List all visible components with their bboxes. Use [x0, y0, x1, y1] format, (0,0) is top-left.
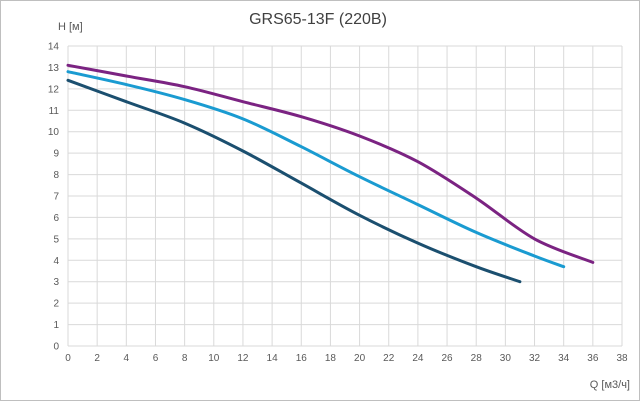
y-tick-label: 9	[53, 149, 59, 160]
x-tick-label: 14	[267, 353, 279, 364]
y-tick-label: 0	[53, 342, 59, 353]
x-tick-label: 38	[616, 353, 628, 364]
y-tick-label: 10	[48, 127, 60, 138]
x-tick-label: 2	[94, 353, 100, 364]
x-tick-label: 24	[412, 353, 424, 364]
x-tick-label: 16	[296, 353, 308, 364]
x-tick-label: 10	[208, 353, 220, 364]
y-tick-label: 3	[53, 277, 59, 288]
y-tick-label: 4	[53, 256, 59, 267]
y-tick-label: 2	[53, 299, 59, 310]
chart-title: GRS65-13F (220В)	[249, 11, 387, 28]
y-axis-label: H [м]	[58, 21, 83, 33]
y-tick-label: 8	[53, 170, 59, 181]
x-tick-label: 20	[354, 353, 366, 364]
x-tick-label: 28	[471, 353, 483, 364]
x-tick-label: 6	[153, 353, 159, 364]
y-tick-label: 11	[49, 106, 60, 117]
y-tick-label: 1	[53, 320, 59, 331]
tick-labels: 0 2 4 6 8 10 12 14 16 18 20 22 24 26 28 30 32 34 36 3801234…	[48, 42, 628, 365]
series-line-3	[66, 78, 522, 284]
y-tick-label: 14	[48, 42, 60, 53]
y-tick-label: 7	[53, 192, 59, 203]
x-tick-label: 22	[383, 353, 395, 364]
grid	[67, 45, 623, 347]
x-tick-label: 32	[529, 353, 541, 364]
x-tick-label: 30	[500, 353, 512, 364]
series	[66, 63, 595, 284]
y-tick-label: 5	[53, 234, 59, 245]
x-tick-label: 0	[65, 353, 71, 364]
y-tick-label: 6	[53, 213, 59, 224]
series-line-1	[66, 63, 595, 264]
x-tick-label: 26	[441, 353, 453, 364]
series-line-2	[66, 70, 566, 269]
x-tick-label: 36	[587, 353, 599, 364]
y-tick-label: 12	[48, 84, 60, 95]
x-tick-label: 8	[182, 353, 188, 364]
y-tick-label: 13	[48, 63, 60, 74]
x-tick-label: 12	[237, 353, 249, 364]
x-axis-label: Q [м3/ч]	[590, 379, 630, 391]
x-tick-label: 34	[558, 353, 570, 364]
x-tick-label: 4	[124, 353, 130, 364]
x-tick-label: 18	[325, 353, 337, 364]
